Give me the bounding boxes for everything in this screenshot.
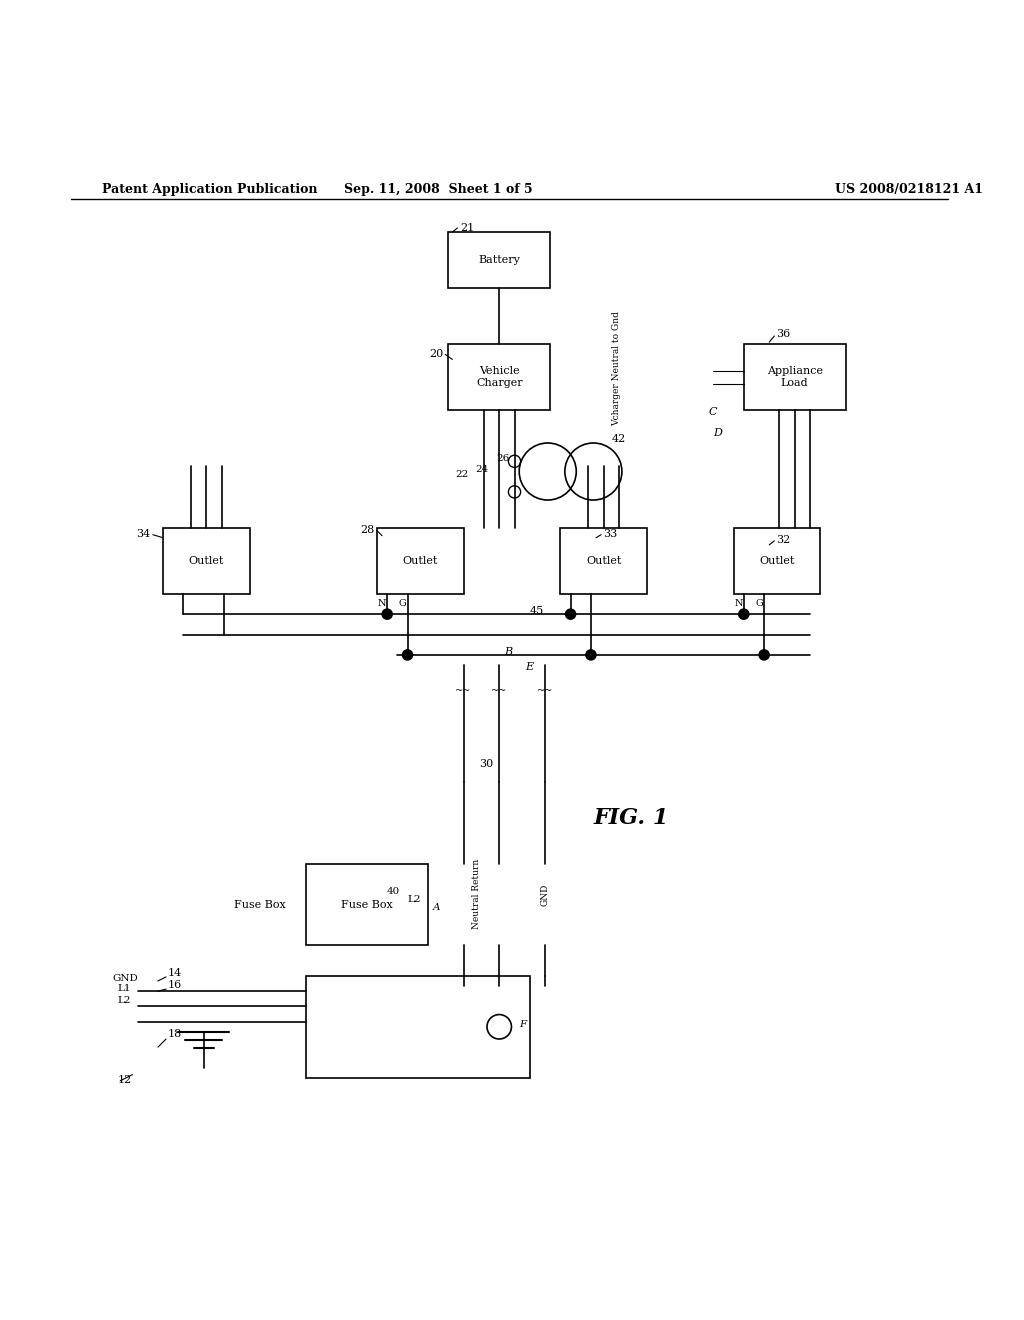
Text: Outlet: Outlet: [586, 556, 622, 566]
Text: 12: 12: [117, 1074, 131, 1085]
Text: 18: 18: [168, 1030, 182, 1039]
Text: D: D: [713, 428, 722, 438]
FancyBboxPatch shape: [743, 345, 846, 411]
Text: GND: GND: [541, 883, 550, 906]
Text: Outlet: Outlet: [188, 556, 224, 566]
Text: 22: 22: [456, 470, 469, 479]
Text: 33: 33: [603, 529, 617, 539]
Text: A: A: [433, 903, 440, 912]
Text: 42: 42: [611, 434, 626, 444]
Text: N: N: [734, 599, 743, 609]
Text: 34: 34: [136, 529, 151, 539]
FancyBboxPatch shape: [163, 528, 250, 594]
Text: G: G: [398, 599, 407, 609]
Text: 20: 20: [429, 350, 443, 359]
Text: 28: 28: [360, 524, 375, 535]
Text: Outlet: Outlet: [402, 556, 438, 566]
FancyBboxPatch shape: [449, 232, 550, 288]
Text: ~~: ~~: [492, 686, 507, 696]
Circle shape: [586, 649, 596, 660]
FancyBboxPatch shape: [305, 975, 529, 1077]
Text: ~~: ~~: [456, 686, 472, 696]
Text: 26: 26: [497, 454, 509, 463]
Text: E: E: [524, 663, 532, 672]
FancyBboxPatch shape: [449, 345, 550, 411]
Text: 14: 14: [168, 968, 182, 978]
Text: 45: 45: [529, 606, 544, 616]
Text: US 2008/0218121 A1: US 2008/0218121 A1: [836, 183, 983, 197]
Text: Vcharger Neutral to Gnd: Vcharger Neutral to Gnd: [612, 310, 621, 425]
Text: Patent Application Publication: Patent Application Publication: [101, 183, 317, 197]
Text: Fuse Box: Fuse Box: [341, 899, 392, 909]
Circle shape: [738, 609, 749, 619]
FancyBboxPatch shape: [305, 863, 428, 945]
Text: FIG. 1: FIG. 1: [594, 807, 670, 829]
Text: C: C: [709, 408, 717, 417]
Text: G: G: [755, 599, 763, 609]
Text: L2: L2: [117, 997, 131, 1006]
Text: Battery: Battery: [478, 255, 520, 265]
Text: L2: L2: [408, 895, 421, 904]
Text: 32: 32: [776, 535, 791, 545]
Text: ~~: ~~: [537, 686, 553, 696]
Text: Vehicle
Charger: Vehicle Charger: [476, 367, 522, 388]
FancyBboxPatch shape: [733, 528, 820, 594]
Text: Appliance
Load: Appliance Load: [767, 367, 822, 388]
Text: L1: L1: [117, 985, 131, 993]
Text: B: B: [505, 647, 512, 657]
Text: 21: 21: [461, 223, 475, 234]
Text: GND: GND: [112, 974, 138, 983]
Text: 40: 40: [387, 887, 400, 896]
FancyBboxPatch shape: [560, 528, 647, 594]
Circle shape: [759, 649, 769, 660]
Text: 36: 36: [776, 329, 791, 339]
Text: N: N: [378, 599, 386, 609]
Text: Sep. 11, 2008  Sheet 1 of 5: Sep. 11, 2008 Sheet 1 of 5: [344, 183, 532, 197]
Text: Neutral Return: Neutral Return: [472, 859, 481, 929]
FancyBboxPatch shape: [377, 528, 464, 594]
Text: 16: 16: [168, 979, 182, 990]
Text: 30: 30: [479, 759, 494, 770]
Text: 24: 24: [476, 465, 489, 474]
Text: Fuse Box: Fuse Box: [233, 899, 286, 909]
Text: Outlet: Outlet: [759, 556, 795, 566]
Circle shape: [402, 649, 413, 660]
Circle shape: [565, 609, 575, 619]
Circle shape: [382, 609, 392, 619]
Text: F: F: [519, 1020, 527, 1028]
